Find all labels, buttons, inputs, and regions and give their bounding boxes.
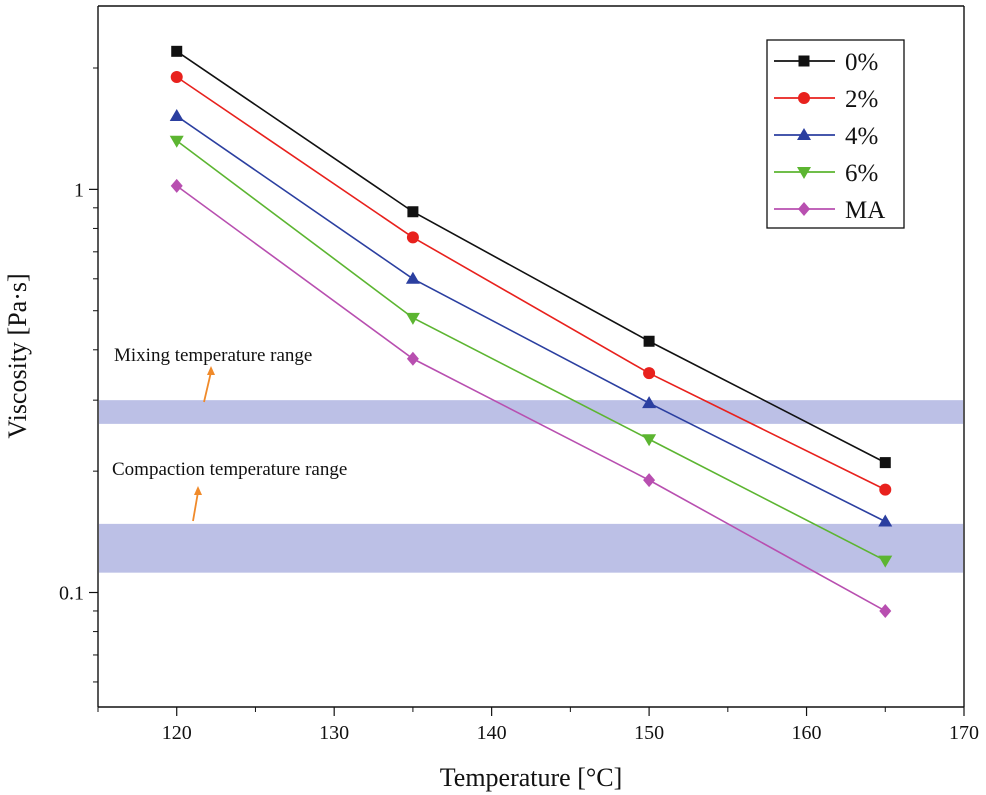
y-tick-label: 0.1 xyxy=(59,583,84,605)
data-point-0pct xyxy=(879,457,891,469)
data-point-6pct xyxy=(642,434,657,447)
x-tick-label: 150 xyxy=(634,722,664,744)
compaction-range-label: Compaction temperature range xyxy=(112,459,347,480)
data-point-2pct xyxy=(406,231,419,244)
data-point-0pct xyxy=(171,45,183,57)
y-tick-label: 1 xyxy=(74,179,84,201)
data-point-4pct xyxy=(169,109,184,122)
legend-label-ma: MA xyxy=(845,197,885,224)
annotation-arrow-head xyxy=(207,366,215,375)
x-tick-label: 160 xyxy=(792,722,822,744)
x-axis-title: Temperature [°C] xyxy=(440,763,623,792)
x-tick-label: 170 xyxy=(949,722,979,744)
mixing-range-label: Mixing temperature range xyxy=(114,345,312,366)
series-line-6pct xyxy=(176,140,886,562)
data-point-6pct xyxy=(878,555,893,568)
series-line-0pct xyxy=(176,50,886,464)
data-point-0pct xyxy=(643,335,655,347)
data-point-2pct xyxy=(170,70,183,83)
annotation-arrow-shaft xyxy=(192,491,199,522)
data-point-ma xyxy=(879,603,892,618)
data-point-0pct xyxy=(407,206,419,218)
x-tick-label: 130 xyxy=(319,722,349,744)
data-point-6pct xyxy=(405,312,420,325)
legend-marker-4pct xyxy=(797,128,811,140)
data-point-4pct xyxy=(405,271,420,284)
data-point-ma xyxy=(170,178,183,193)
annotation-layer: Mixing temperature range Compaction tempe… xyxy=(112,345,347,522)
legend-label-2pct: 2% xyxy=(845,86,878,113)
data-point-4pct xyxy=(642,396,657,409)
data-point-6pct xyxy=(169,135,184,148)
data-point-4pct xyxy=(878,514,893,527)
data-point-ma xyxy=(643,473,656,488)
axes-layer: 120 130 140 150 160 170 1 0.1 xyxy=(59,5,979,744)
legend-marker-2pct xyxy=(798,92,810,104)
legend-marker-ma xyxy=(798,202,810,216)
legend-marker-0pct xyxy=(798,55,810,67)
data-point-2pct xyxy=(643,367,656,380)
x-tick-label: 140 xyxy=(477,722,507,744)
series-layer xyxy=(169,45,893,618)
data-point-2pct xyxy=(879,483,892,496)
y-axis-title: Viscosity [Pa·s] xyxy=(3,273,32,438)
data-point-ma xyxy=(406,351,419,366)
series-line-2pct xyxy=(176,76,886,491)
legend-box xyxy=(766,39,905,229)
compaction-band xyxy=(99,523,963,573)
annotation-arrow-head xyxy=(194,486,202,495)
legend-label-6pct: 6% xyxy=(845,160,878,187)
legend-label-4pct: 4% xyxy=(845,123,878,150)
mixing-band xyxy=(99,400,963,424)
legend-marker-6pct xyxy=(797,167,811,179)
series-line-4pct xyxy=(176,115,886,523)
annotation-arrow-shaft xyxy=(203,371,212,403)
x-tick-label: 120 xyxy=(162,722,192,744)
bands-layer xyxy=(99,400,963,573)
legend: 0% 2% 4% 6% MA xyxy=(766,39,905,229)
legend-label-0pct: 0% xyxy=(845,49,878,76)
series-line-ma xyxy=(176,185,886,612)
